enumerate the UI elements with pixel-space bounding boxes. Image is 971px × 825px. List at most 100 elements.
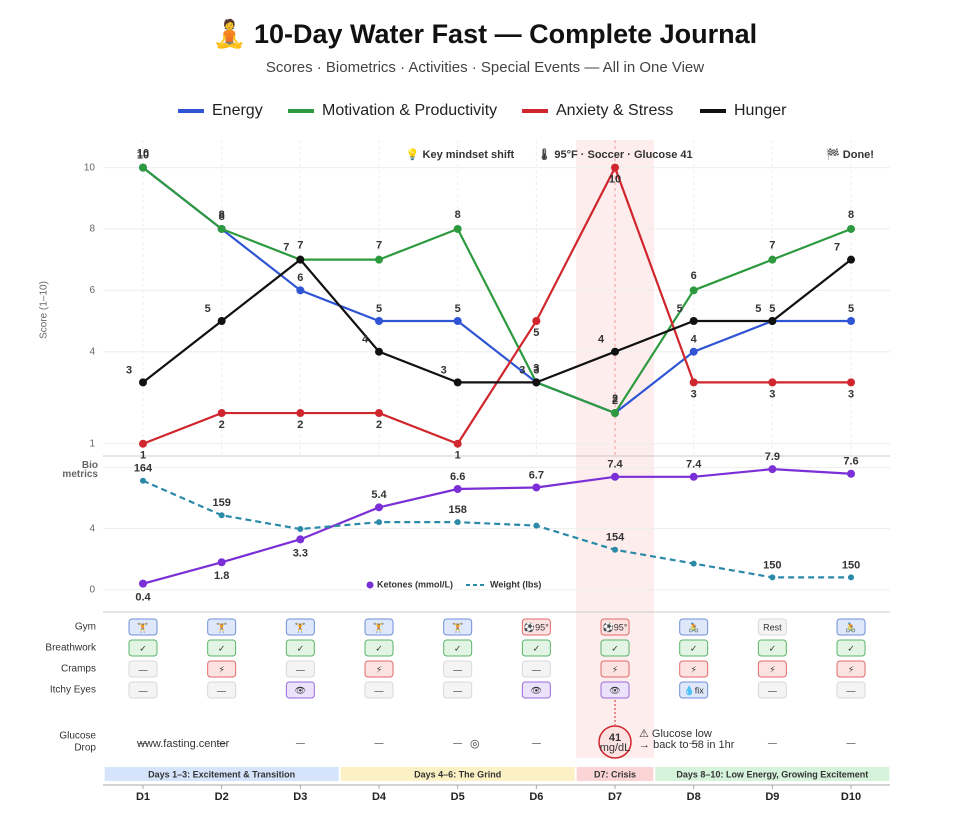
data-point [532,378,541,387]
data-label: 3 [848,388,854,400]
cell-text: — [768,685,777,695]
data-label: 7.9 [765,451,780,463]
cell-box [836,660,866,678]
data-label: 6.7 [529,469,544,481]
cell-box [836,618,866,636]
cell-box [285,681,315,699]
data-point [453,224,462,233]
cell-box [521,639,551,657]
legend-label: Motivation & Productivity [322,102,497,119]
cell-box [757,639,787,657]
data-label: 5 [755,303,761,315]
cell-text: ⚡ [848,664,854,674]
x-tick-label: D5 [451,791,465,803]
data-label: 2 [612,395,618,407]
data-point [375,503,384,512]
row-label: Glucose [59,731,96,742]
cell-text: — [532,664,541,674]
data-point [139,378,147,387]
data-label: 8 [219,209,225,221]
cell-text: — [296,664,305,674]
data-point [217,317,226,326]
cell-box [128,618,158,636]
y-tick-label: 4 [89,523,95,534]
data-label: 3 [691,388,697,400]
data-point [217,409,226,418]
data-point [376,519,383,526]
legend-swatch [366,581,374,589]
series-line [142,166,852,415]
data-point [532,483,541,492]
data-label: 4 [362,334,369,346]
data-point [140,477,146,484]
cell-text: ⚽95° [523,621,549,632]
cell-text: — [847,737,856,747]
phase-label: D7: Crisis [594,769,636,779]
data-point [848,574,855,581]
cell-box [521,660,551,678]
cell-text: — [375,737,384,747]
data-label: 5 [677,303,683,315]
y-tick-label: 8 [89,224,95,235]
data-label: 2 [376,419,382,431]
series-line [142,166,852,415]
data-point [218,512,225,519]
series-line [142,479,852,579]
data-label: 158 [449,504,467,516]
data-point [689,472,698,481]
label-bg [70,458,100,480]
data-label: 7.4 [607,459,623,471]
cell-text: — [453,664,462,674]
data-point [847,224,856,233]
cell-text: 🏋 [295,621,306,632]
cell-text: — [847,685,856,695]
data-point [611,472,620,481]
data-label: 150 [842,559,860,571]
cell-text: — [296,737,305,747]
cell-text: ✓ [454,643,462,653]
cell-text: — [139,685,148,695]
data-label: 1 [455,450,461,462]
cell-box [128,639,158,657]
cell-box [207,618,237,636]
data-point [768,255,777,264]
data-label: 6 [297,272,303,284]
data-label: 2 [219,419,225,431]
x-tick-label: D10 [841,791,861,803]
series-line [142,468,852,585]
data-point [847,469,856,478]
data-point [611,347,620,356]
cell-box [443,618,473,636]
phase-band [340,767,575,781]
data-label: 4 [598,334,605,346]
legend-label: Anxiety & Stress [556,102,673,119]
cell-text: ✓ [139,643,147,653]
data-label: 8 [219,211,225,223]
data-label: 7.4 [686,459,702,471]
cell-text: ⚡ [769,664,775,674]
cell-text: 🏋 [452,621,463,632]
cell-text: — [453,685,462,695]
cell-box [364,639,394,657]
data-point [375,409,384,418]
cell-text: ⚡ [219,664,225,674]
y-tick-label: 10 [84,162,96,173]
cell-text: 🏋 [216,621,227,632]
glucose-note: ⚠ Glucose low [639,728,712,740]
cell-box [679,618,709,636]
data-label: 7 [376,240,382,252]
cell-text: ✓ [769,643,777,653]
y-tick-label: 1 [89,438,95,449]
data-label: 5.4 [371,489,387,501]
data-point [768,378,777,387]
data-label: 6 [691,270,697,282]
watermark: www.fasting.center [136,738,230,750]
cell-text: ✓ [847,643,855,653]
data-label: 3 [533,362,539,374]
cell-text: ✓ [611,643,619,653]
data-point [375,317,384,326]
x-tick-label: D7 [608,791,622,803]
data-label: 3 [441,364,447,376]
